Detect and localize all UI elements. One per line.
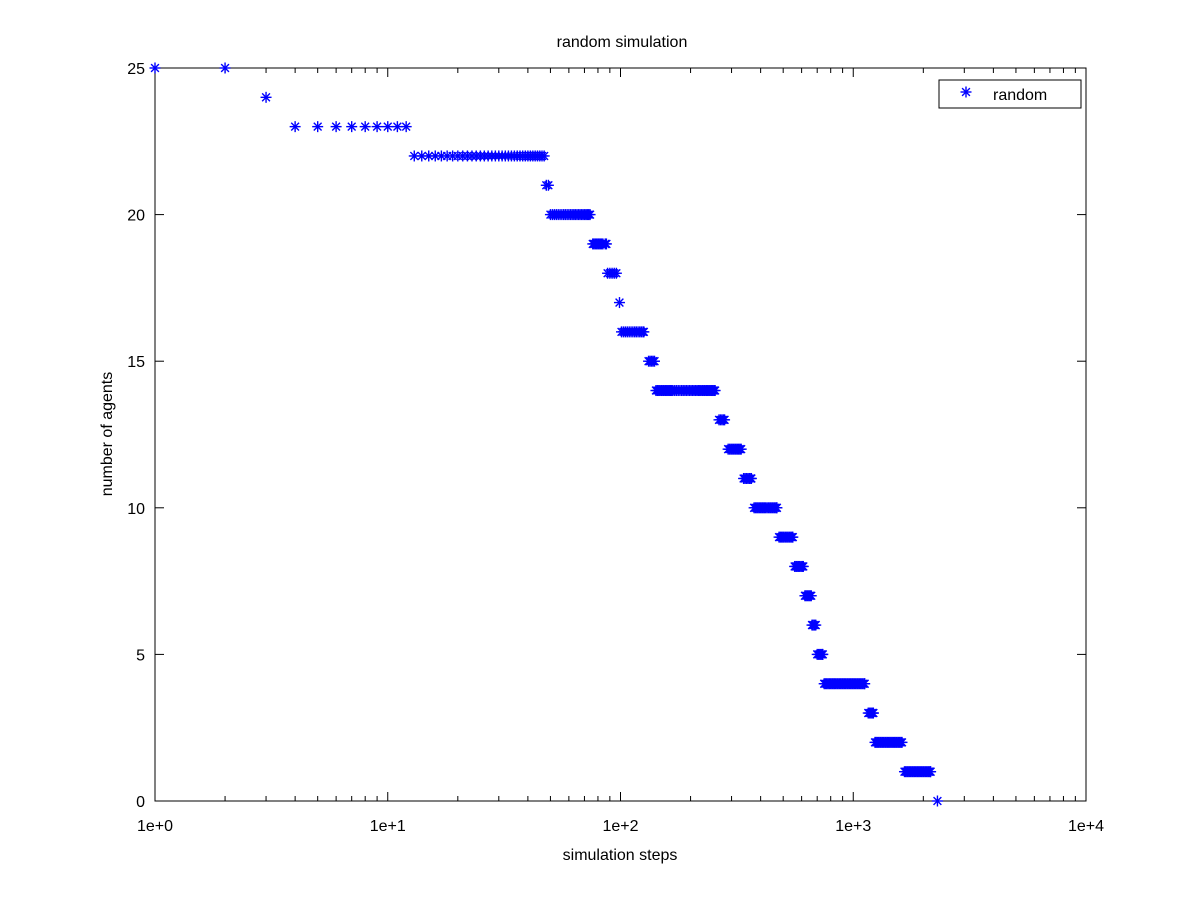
x-tick-label: 1e+3 bbox=[835, 818, 871, 835]
x-tick-label: 1e+1 bbox=[370, 818, 406, 835]
data-point bbox=[649, 355, 661, 367]
legend-label: random bbox=[993, 87, 1047, 104]
data-point bbox=[359, 121, 371, 133]
y-tick-label: 20 bbox=[127, 208, 145, 225]
y-tick-label: 5 bbox=[136, 647, 145, 664]
y-axis-label: number of agents bbox=[99, 372, 116, 497]
data-point bbox=[289, 121, 301, 133]
data-point bbox=[810, 619, 822, 631]
plot-area-frame bbox=[154, 67, 1087, 802]
data-point bbox=[867, 707, 879, 719]
data-point bbox=[931, 795, 943, 807]
data-point bbox=[925, 766, 937, 778]
data-point bbox=[416, 150, 428, 162]
data-point bbox=[719, 414, 731, 426]
x-tick-label: 1e+4 bbox=[1068, 818, 1104, 835]
data-point bbox=[382, 121, 394, 133]
data-point bbox=[312, 121, 324, 133]
data-markers bbox=[149, 62, 943, 807]
data-point bbox=[745, 472, 757, 484]
data-point bbox=[797, 560, 809, 572]
x-tick-label: 1e+0 bbox=[137, 818, 173, 835]
data-point bbox=[542, 179, 554, 191]
data-point bbox=[600, 238, 612, 250]
legend-asterisk-icon bbox=[960, 86, 972, 98]
data-point bbox=[638, 326, 650, 338]
data-point bbox=[423, 150, 435, 162]
data-point bbox=[330, 121, 342, 133]
data-point bbox=[859, 678, 871, 690]
axis-tick-labels: 1e+0 1e+1 1e+2 1e+3 1e+4 0 5 10 15 20 25 bbox=[127, 61, 1104, 835]
data-point bbox=[260, 91, 272, 103]
legend: random bbox=[938, 79, 1082, 109]
data-point bbox=[400, 121, 412, 133]
axis-ticks bbox=[154, 67, 1087, 802]
data-point bbox=[771, 502, 783, 514]
y-tick-label: 25 bbox=[127, 61, 145, 78]
y-tick-label: 0 bbox=[136, 794, 145, 811]
legend-marker-asterisk bbox=[960, 86, 972, 98]
data-point bbox=[371, 121, 383, 133]
data-point bbox=[538, 150, 550, 162]
data-point bbox=[149, 62, 161, 74]
data-point bbox=[817, 648, 829, 660]
data-point bbox=[735, 443, 747, 455]
data-point bbox=[219, 62, 231, 74]
data-point bbox=[346, 121, 358, 133]
chart-title: random simulation bbox=[557, 34, 688, 51]
y-tick-label: 15 bbox=[127, 354, 145, 371]
data-point bbox=[709, 385, 721, 397]
x-axis-label: simulation steps bbox=[563, 847, 678, 864]
y-tick-label: 10 bbox=[127, 501, 145, 518]
data-point bbox=[787, 531, 799, 543]
data-point bbox=[805, 590, 817, 602]
x-tick-label: 1e+2 bbox=[602, 818, 638, 835]
data-point bbox=[610, 267, 622, 279]
legend-box bbox=[938, 79, 1082, 109]
data-point bbox=[584, 209, 596, 221]
data-point bbox=[896, 736, 908, 748]
data-point bbox=[613, 297, 625, 309]
